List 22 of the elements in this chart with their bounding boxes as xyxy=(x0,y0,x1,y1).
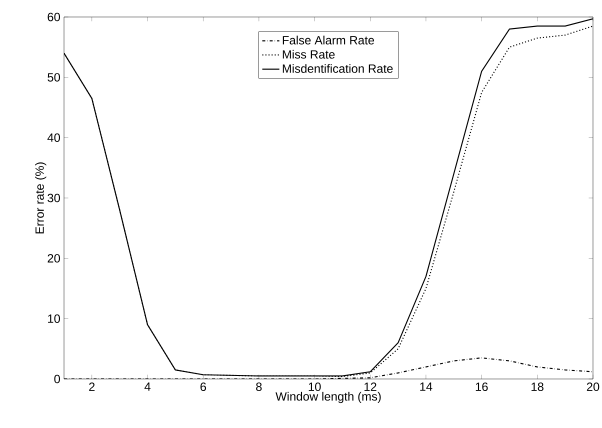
x-tick-label: 18 xyxy=(532,382,544,392)
x-tick-label: 2 xyxy=(89,382,95,391)
y-tick-label: 20 xyxy=(48,254,60,263)
x-tick-label: 14 xyxy=(420,382,432,391)
legend-label: Misdentification Rate xyxy=(282,64,393,73)
y-tick-label: 60 xyxy=(48,12,60,22)
x-axis-title: Window length (ms) xyxy=(276,392,381,404)
y-tick-label: 50 xyxy=(48,73,60,82)
x-tick-label: 8 xyxy=(256,382,262,392)
y-tick-label: 0 xyxy=(54,374,60,384)
x-tick-label: 4 xyxy=(144,382,151,391)
x-tick-label: 20 xyxy=(586,382,600,392)
x-tick-label: 10 xyxy=(308,382,321,392)
x-tick-label: 6 xyxy=(200,382,206,392)
x-tick-label: 12 xyxy=(364,382,376,391)
legend-label: False Alarm Rate xyxy=(282,36,374,44)
x-tick-label: 16 xyxy=(476,382,488,392)
y-tick-label: 30 xyxy=(48,194,60,202)
y-axis-title: Error rate (%) xyxy=(35,162,46,234)
y-tick-label: 10 xyxy=(48,314,60,323)
y-tick-label: 40 xyxy=(47,133,60,142)
legend-label: Miss Rate xyxy=(282,50,335,59)
